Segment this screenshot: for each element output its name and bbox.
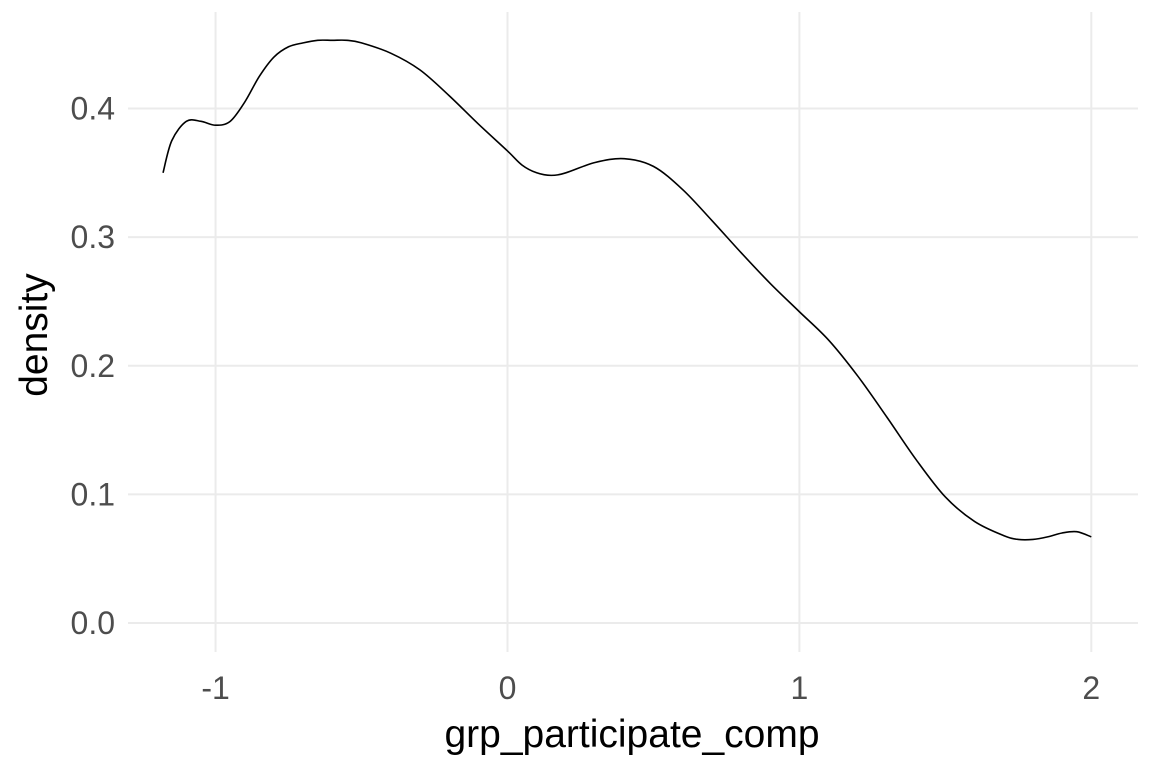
y-tick-label: 0.3 bbox=[71, 219, 115, 255]
line-layer bbox=[162, 39, 1092, 541]
y-axis-ticks: 0.0 0.1 0.2 0.3 0.4 bbox=[71, 90, 115, 641]
y-axis-title: density bbox=[13, 273, 56, 397]
grid-layer bbox=[128, 12, 1138, 652]
x-tick-label: 1 bbox=[790, 670, 808, 706]
x-axis-ticks: -1 0 1 2 bbox=[201, 670, 1100, 706]
y-tick-label: 0.2 bbox=[71, 348, 115, 384]
x-tick-label: -1 bbox=[201, 670, 229, 706]
x-tick-label: 0 bbox=[499, 670, 517, 706]
x-tick-label: 2 bbox=[1082, 670, 1100, 706]
density-curve bbox=[162, 39, 1092, 541]
y-tick-label: 0.1 bbox=[71, 476, 115, 512]
y-tick-label: 0.0 bbox=[71, 605, 115, 641]
x-axis-title: grp_participate_comp bbox=[444, 713, 819, 756]
y-tick-label: 0.4 bbox=[71, 90, 115, 126]
